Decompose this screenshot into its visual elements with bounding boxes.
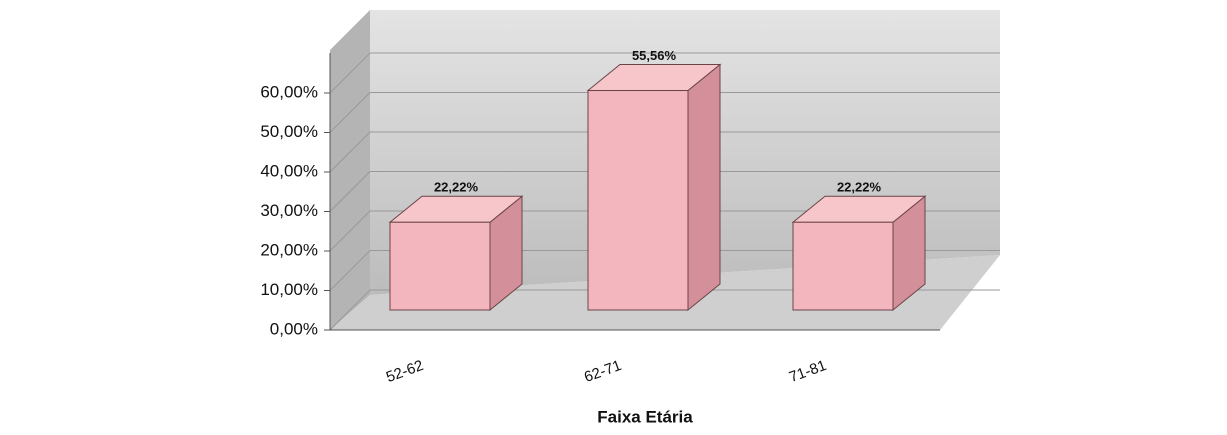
data-label: 22,22% <box>837 180 882 195</box>
y-tick-label: 50,00% <box>260 122 318 141</box>
bar <box>389 221 491 311</box>
grid-line <box>329 171 1000 212</box>
bar <box>587 90 689 311</box>
bar-side <box>687 63 721 312</box>
side-wall <box>330 10 370 330</box>
x-tick-label: 52-62 <box>384 357 426 386</box>
grid-line <box>329 289 1000 331</box>
grid-line <box>329 92 1000 133</box>
x-tick-label: 62-71 <box>582 357 624 386</box>
y-tick-label: 0,00% <box>270 319 318 338</box>
y-tick-label: 30,00% <box>260 201 318 220</box>
y-tick-label: 20,00% <box>260 240 318 259</box>
x-tick-label: 71-81 <box>787 357 829 386</box>
grid-line <box>329 250 1000 291</box>
bar <box>792 221 894 311</box>
grid-line <box>329 210 1000 252</box>
y-tick-label: 40,00% <box>260 161 318 180</box>
y-tick-label: 10,00% <box>260 280 318 299</box>
data-label: 55,56% <box>632 48 677 63</box>
grid-line <box>329 131 1000 173</box>
x-axis-label: Faixa Etária <box>597 407 693 426</box>
y-tick-label: 60,00% <box>260 82 318 101</box>
grid-line <box>329 52 1000 94</box>
data-label: 22,22% <box>434 180 479 195</box>
